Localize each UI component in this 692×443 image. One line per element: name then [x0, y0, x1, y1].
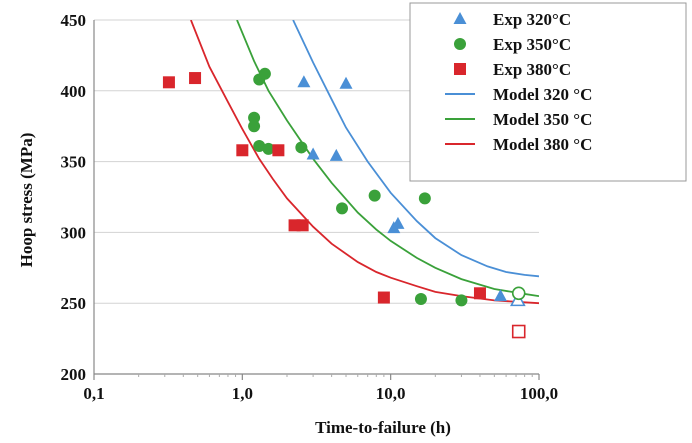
point-exp-350-c [414, 292, 427, 305]
point-exp-380-c [162, 76, 175, 89]
point-exp-320-c [329, 148, 343, 161]
y-axis-label: Hoop stress (MPa) [17, 133, 36, 268]
axes [93, 20, 540, 380]
experiment-points [162, 67, 526, 339]
point-exp-350-c [258, 67, 271, 80]
line-model-380-c [190, 20, 539, 305]
point-exp-380-c [236, 144, 249, 157]
legend: Exp 320°C Exp 350°C Exp 380°C Model 320 °C M… [409, 2, 687, 182]
legend-label-model-380-c: Model 380 °C [493, 135, 592, 154]
point-exp-380-c [377, 291, 390, 304]
tick-labels: 0,1 1,0 10,0 100,0 200 250 300 350 400 450 [61, 11, 559, 403]
point-exp-350-c [455, 294, 468, 307]
point-exp-320-c [493, 289, 507, 302]
point-exp-320-c [391, 216, 405, 229]
y-tick-label: 200 [61, 365, 87, 384]
legend-label-model-320-c: Model 320 °C [493, 85, 592, 104]
point-exp-380-c [473, 287, 486, 300]
legend-box [409, 2, 687, 182]
point-exp-350-c [368, 189, 381, 202]
legend-swatch-exp-350-c [454, 38, 466, 50]
x-tick-label: 10,0 [376, 384, 406, 403]
point-exp-350-c [253, 140, 266, 153]
x-tick-label: 1,0 [232, 384, 253, 403]
x-tick-label: 100,0 [520, 384, 558, 403]
y-tick-label: 250 [61, 294, 87, 313]
y-tick-label: 300 [61, 223, 87, 242]
open-point-exp-350-c [511, 286, 526, 301]
model-curves [190, 20, 539, 305]
legend-label-exp-380-c: Exp 380°C [493, 60, 571, 79]
x-axis-label: Time-to-failure (h) [315, 418, 451, 437]
line-model-320-c [292, 20, 539, 278]
point-exp-320-c [339, 76, 353, 89]
legend-label-model-350-c: Model 350 °C [493, 110, 592, 129]
point-exp-320-c [297, 75, 311, 88]
point-exp-350-c [418, 192, 431, 205]
point-exp-350-c [295, 141, 308, 154]
point-exp-350-c [248, 111, 261, 124]
y-tick-label: 450 [61, 11, 87, 30]
y-tick-label: 400 [61, 82, 87, 101]
legend-label-exp-350-c: Exp 350°C [493, 35, 571, 54]
point-exp-320-c [306, 147, 320, 160]
x-tick-label: 0,1 [83, 384, 104, 403]
y-tick-label: 350 [61, 153, 87, 172]
line-model-350-c [236, 20, 539, 297]
legend-swatch-exp-320-c [453, 12, 467, 24]
point-exp-380-c [296, 219, 309, 232]
point-exp-350-c [248, 120, 261, 133]
point-exp-380-c [189, 72, 202, 85]
legend-swatch-exp-380-c [454, 63, 466, 75]
point-exp-380-c [272, 144, 285, 157]
point-exp-350-c [336, 202, 349, 215]
point-exp-350-c [262, 142, 275, 155]
legend-label-exp-320-c: Exp 320°C [493, 10, 571, 29]
open-point-exp-380-c [511, 324, 526, 339]
